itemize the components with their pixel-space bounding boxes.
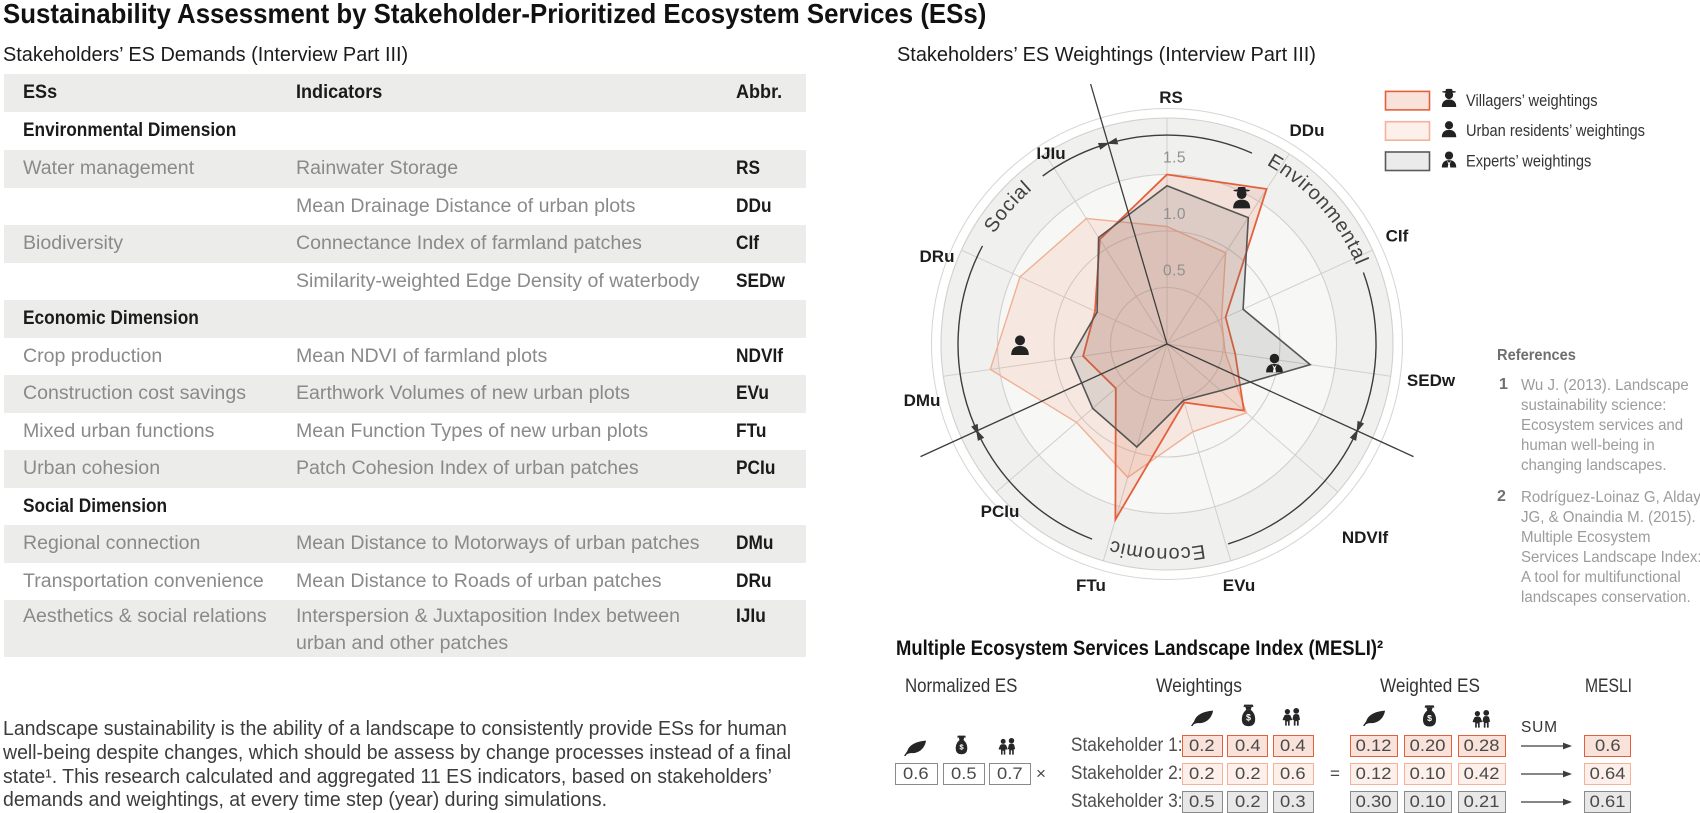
svg-text:1.5: 1.5 [1163, 150, 1186, 167]
svg-text:1.0: 1.0 [1163, 206, 1186, 223]
svg-text:SEDw: SEDw [1407, 371, 1456, 390]
svg-text:IJIu: IJIu [1036, 144, 1065, 163]
svg-text:EVu: EVu [1223, 576, 1255, 595]
svg-text:PCIu: PCIu [981, 502, 1020, 521]
svg-text:Experts’ weightings: Experts’ weightings [1466, 153, 1591, 171]
svg-text:$: $ [959, 742, 964, 751]
svg-text:Villagers’ weightings: Villagers’ weightings [1466, 92, 1598, 110]
svg-text:NDVIf: NDVIf [1342, 528, 1389, 547]
svg-text:$: $ [1427, 713, 1432, 723]
svg-text:CIf: CIf [1386, 227, 1409, 246]
svg-text:DRu: DRu [920, 247, 955, 266]
svg-text:DMu: DMu [904, 391, 941, 410]
svg-text:RS: RS [1159, 88, 1183, 107]
svg-text:0.5: 0.5 [1163, 263, 1186, 280]
svg-text:DDu: DDu [1290, 121, 1325, 140]
svg-text:$: $ [1246, 712, 1251, 722]
svg-text:Urban residents’ weightings: Urban residents’ weightings [1466, 122, 1645, 140]
svg-text:FTu: FTu [1076, 576, 1106, 595]
